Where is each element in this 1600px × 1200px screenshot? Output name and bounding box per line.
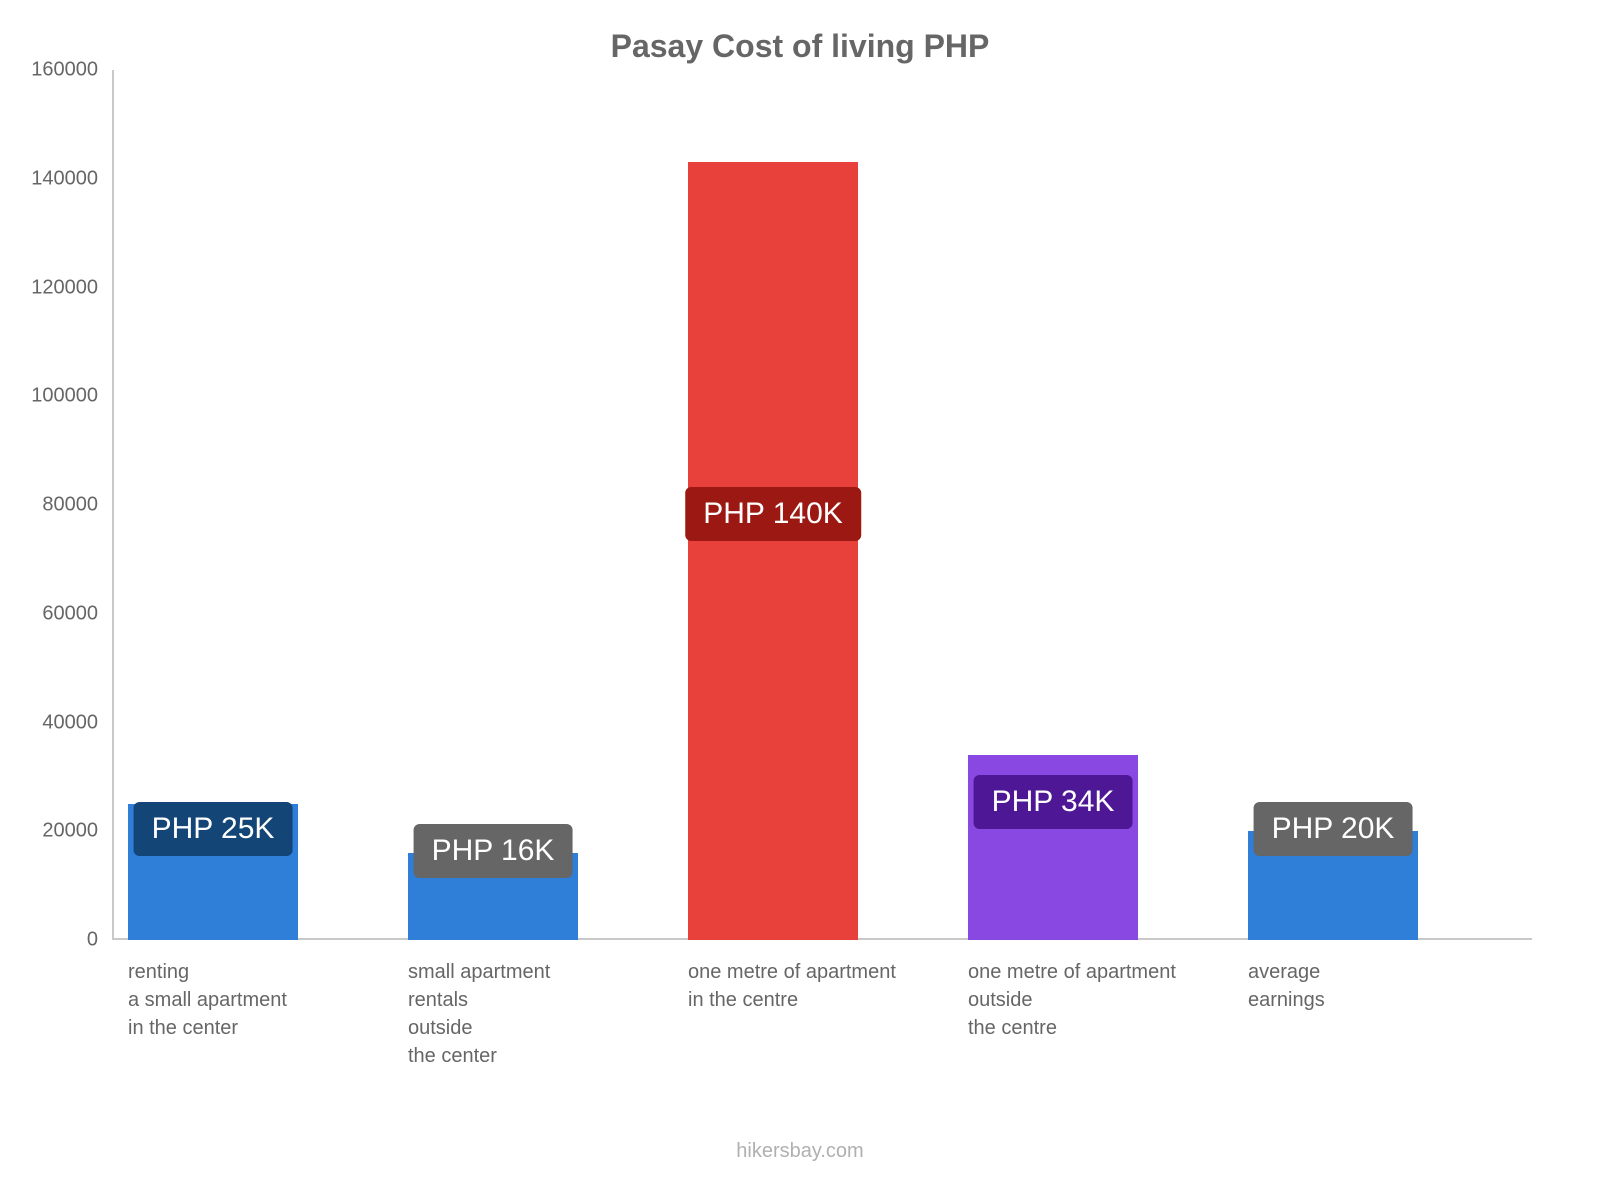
- y-tick-label: 140000: [31, 167, 112, 190]
- value-badge: PHP 25K: [134, 802, 293, 856]
- y-tick-label: 20000: [42, 820, 112, 843]
- y-tick-label: 160000: [31, 59, 112, 82]
- chart-title: Pasay Cost of living PHP: [0, 28, 1600, 65]
- category-label: small apartment rentals outside the cent…: [408, 940, 678, 1070]
- y-tick-label: 60000: [42, 602, 112, 625]
- value-badge: PHP 140K: [685, 487, 861, 541]
- credit-text: hikersbay.com: [0, 1140, 1600, 1163]
- category-label: renting a small apartment in the center: [128, 940, 398, 1042]
- y-tick-label: 100000: [31, 385, 112, 408]
- category-label: one metre of apartment outside the centr…: [968, 940, 1238, 1042]
- y-tick-label: 0: [87, 929, 112, 952]
- plot-area: 0200004000060000800001000001200001400001…: [112, 70, 1532, 940]
- category-label: one metre of apartment in the centre: [688, 940, 958, 1014]
- chart-container: Pasay Cost of living PHP 020000400006000…: [0, 0, 1600, 1200]
- bar: [688, 162, 858, 940]
- value-badge: PHP 34K: [974, 775, 1133, 829]
- value-badge: PHP 20K: [1254, 802, 1413, 856]
- value-badge: PHP 16K: [414, 824, 573, 878]
- y-tick-label: 120000: [31, 276, 112, 299]
- y-tick-label: 80000: [42, 494, 112, 517]
- y-tick-label: 40000: [42, 711, 112, 734]
- category-label: average earnings: [1248, 940, 1518, 1014]
- y-axis-line: [112, 70, 114, 940]
